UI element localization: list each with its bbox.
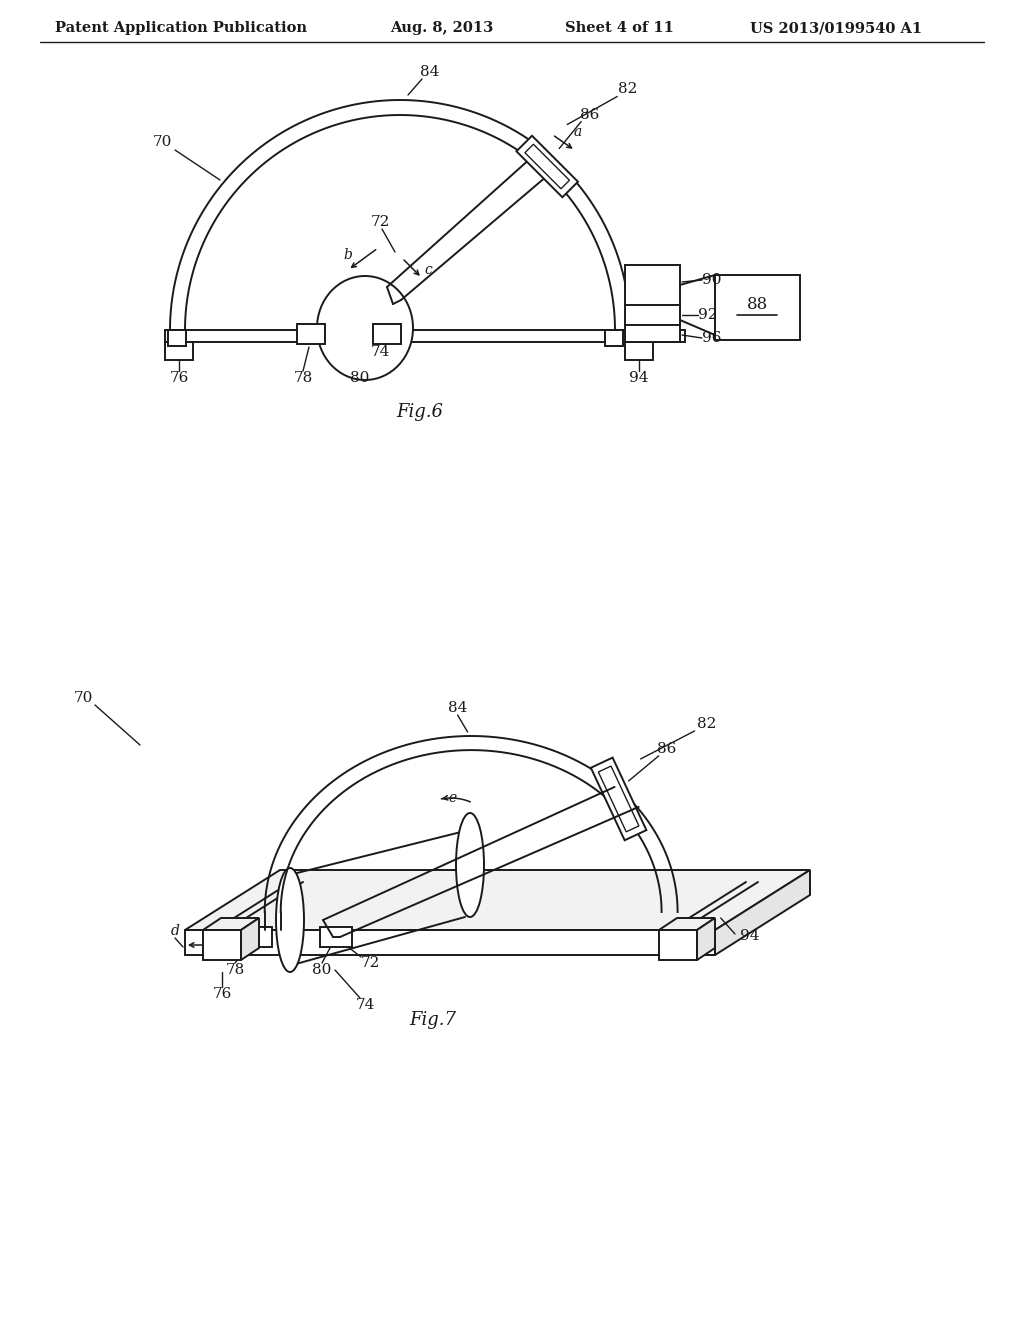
Polygon shape — [715, 870, 810, 954]
Bar — [185, 931, 715, 954]
Bar — [297, 323, 325, 345]
Text: 88: 88 — [746, 296, 768, 313]
Polygon shape — [241, 917, 259, 960]
Polygon shape — [185, 870, 810, 931]
Polygon shape — [659, 917, 715, 931]
Text: 82: 82 — [697, 717, 717, 731]
Polygon shape — [516, 136, 578, 197]
Bar — [165, 330, 685, 342]
Polygon shape — [525, 144, 569, 189]
Text: Patent Application Publication: Patent Application Publication — [55, 21, 307, 36]
Text: c: c — [424, 263, 432, 277]
Text: 80: 80 — [312, 964, 332, 977]
Text: 78: 78 — [293, 371, 312, 385]
Text: 96: 96 — [702, 331, 722, 345]
Text: 82: 82 — [617, 82, 637, 95]
Text: b: b — [344, 248, 352, 261]
Polygon shape — [598, 766, 639, 832]
Text: Aug. 8, 2013: Aug. 8, 2013 — [390, 21, 494, 36]
Text: 72: 72 — [371, 215, 390, 228]
Bar — [605, 330, 623, 346]
Bar — [168, 330, 186, 346]
Bar — [165, 342, 193, 360]
Text: 94: 94 — [739, 929, 759, 942]
Text: d: d — [171, 924, 179, 939]
Text: US 2013/0199540 A1: US 2013/0199540 A1 — [750, 21, 923, 36]
Bar — [203, 931, 241, 960]
Text: 78: 78 — [225, 964, 245, 977]
Ellipse shape — [317, 276, 413, 380]
Polygon shape — [203, 917, 259, 931]
Ellipse shape — [276, 869, 304, 972]
Text: 86: 86 — [657, 742, 676, 756]
Text: Fig.6: Fig.6 — [396, 403, 443, 421]
Text: 86: 86 — [580, 107, 599, 121]
Text: 74: 74 — [371, 345, 390, 359]
Text: e: e — [447, 791, 457, 805]
Bar — [319, 927, 352, 946]
Text: 92: 92 — [698, 308, 718, 322]
Text: 72: 72 — [360, 956, 380, 970]
Text: 76: 76 — [169, 371, 188, 385]
Text: a: a — [573, 124, 582, 139]
Bar — [240, 927, 272, 946]
Bar — [625, 342, 653, 360]
Bar — [659, 931, 697, 960]
Text: Sheet 4 of 11: Sheet 4 of 11 — [565, 21, 674, 36]
Text: 74: 74 — [355, 998, 375, 1012]
Text: 90: 90 — [702, 273, 722, 286]
Bar — [373, 323, 401, 345]
Bar — [715, 275, 800, 341]
Text: 80: 80 — [350, 371, 370, 385]
Text: 84: 84 — [420, 65, 439, 79]
Text: 70: 70 — [74, 690, 93, 705]
Text: 84: 84 — [447, 701, 467, 715]
Text: Fig.7: Fig.7 — [410, 1011, 456, 1030]
Text: 76: 76 — [212, 987, 231, 1001]
Polygon shape — [697, 917, 715, 960]
Polygon shape — [591, 758, 646, 841]
Text: 94: 94 — [630, 371, 649, 385]
Bar — [625, 265, 680, 342]
Ellipse shape — [456, 813, 484, 917]
Text: 70: 70 — [153, 135, 172, 149]
